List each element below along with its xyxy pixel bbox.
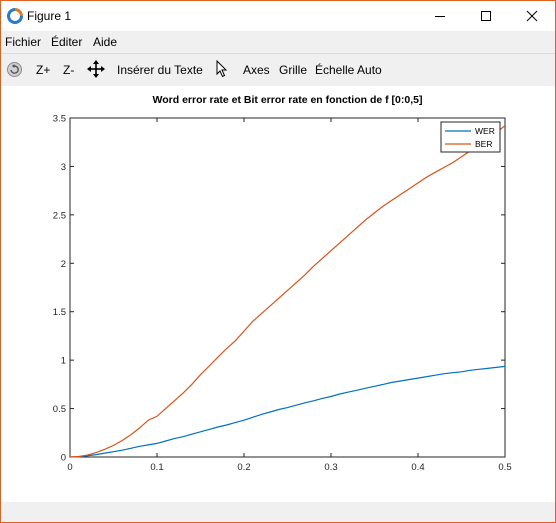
x-tick-label: 0.4 bbox=[411, 462, 424, 473]
menu-fichier[interactable]: Fichier bbox=[5, 35, 42, 49]
y-tick-label: 2.5 bbox=[53, 210, 66, 221]
close-button[interactable] bbox=[509, 1, 555, 31]
pan-icon[interactable] bbox=[87, 60, 105, 78]
y-tick-label: 3 bbox=[61, 162, 66, 173]
series-line-ber bbox=[69, 125, 506, 458]
y-tick-label: 0.5 bbox=[53, 404, 66, 415]
legend-label-wer: WER bbox=[475, 126, 495, 136]
menu-bar: Fichier Éditer Aide bbox=[1, 32, 555, 52]
autoscale-button[interactable]: Échelle Auto bbox=[315, 63, 382, 77]
cursor-icon[interactable] bbox=[215, 60, 229, 78]
maximize-button[interactable] bbox=[463, 1, 509, 31]
y-tick-label: 2 bbox=[61, 259, 66, 270]
y-tick-label: 0 bbox=[61, 453, 66, 464]
zoom-out-button[interactable]: Z- bbox=[63, 63, 75, 77]
zoom-in-button[interactable]: Z+ bbox=[36, 63, 51, 77]
line-chart[interactable]: Word error rate et Bit error rate en fon… bbox=[1, 86, 555, 502]
insert-text-button[interactable]: Insérer du Texte bbox=[117, 63, 203, 77]
matlab-figure-icon bbox=[7, 8, 23, 24]
series-line-wer bbox=[69, 365, 506, 458]
minimize-button[interactable] bbox=[417, 1, 463, 31]
close-icon bbox=[526, 10, 538, 22]
status-bar bbox=[1, 502, 555, 522]
menu-editer[interactable]: Éditer bbox=[51, 35, 83, 49]
y-tick-label: 1 bbox=[61, 356, 66, 367]
axes-button[interactable]: Axes bbox=[243, 63, 270, 77]
chart-title: Word error rate et Bit error rate en fon… bbox=[153, 94, 423, 106]
y-tick-label: 1.5 bbox=[53, 307, 66, 318]
y-tick-label: 3.5 bbox=[53, 114, 66, 125]
grid-button[interactable]: Grille bbox=[279, 63, 308, 77]
figure-canvas: Word error rate et Bit error rate en fon… bbox=[1, 86, 555, 502]
plot-area bbox=[69, 117, 506, 458]
x-tick-label: 0 bbox=[67, 462, 72, 473]
toolbar: Z+ Z- Insérer du Texte Axes Grille Échel… bbox=[1, 53, 555, 87]
minimize-icon bbox=[435, 16, 445, 17]
x-tick-label: 0.1 bbox=[150, 462, 163, 473]
x-tick-label: 0.3 bbox=[324, 462, 337, 473]
x-tick-label: 0.5 bbox=[498, 462, 511, 473]
rotate-icon[interactable] bbox=[6, 61, 23, 78]
legend-box bbox=[440, 121, 501, 153]
title-bar: Figure 1 bbox=[1, 1, 555, 31]
menu-aide[interactable]: Aide bbox=[93, 35, 118, 49]
x-tick-label: 0.2 bbox=[237, 462, 250, 473]
legend-label-ber: BER bbox=[475, 139, 492, 149]
window-title: Figure 1 bbox=[27, 9, 72, 23]
maximize-icon bbox=[481, 11, 491, 21]
